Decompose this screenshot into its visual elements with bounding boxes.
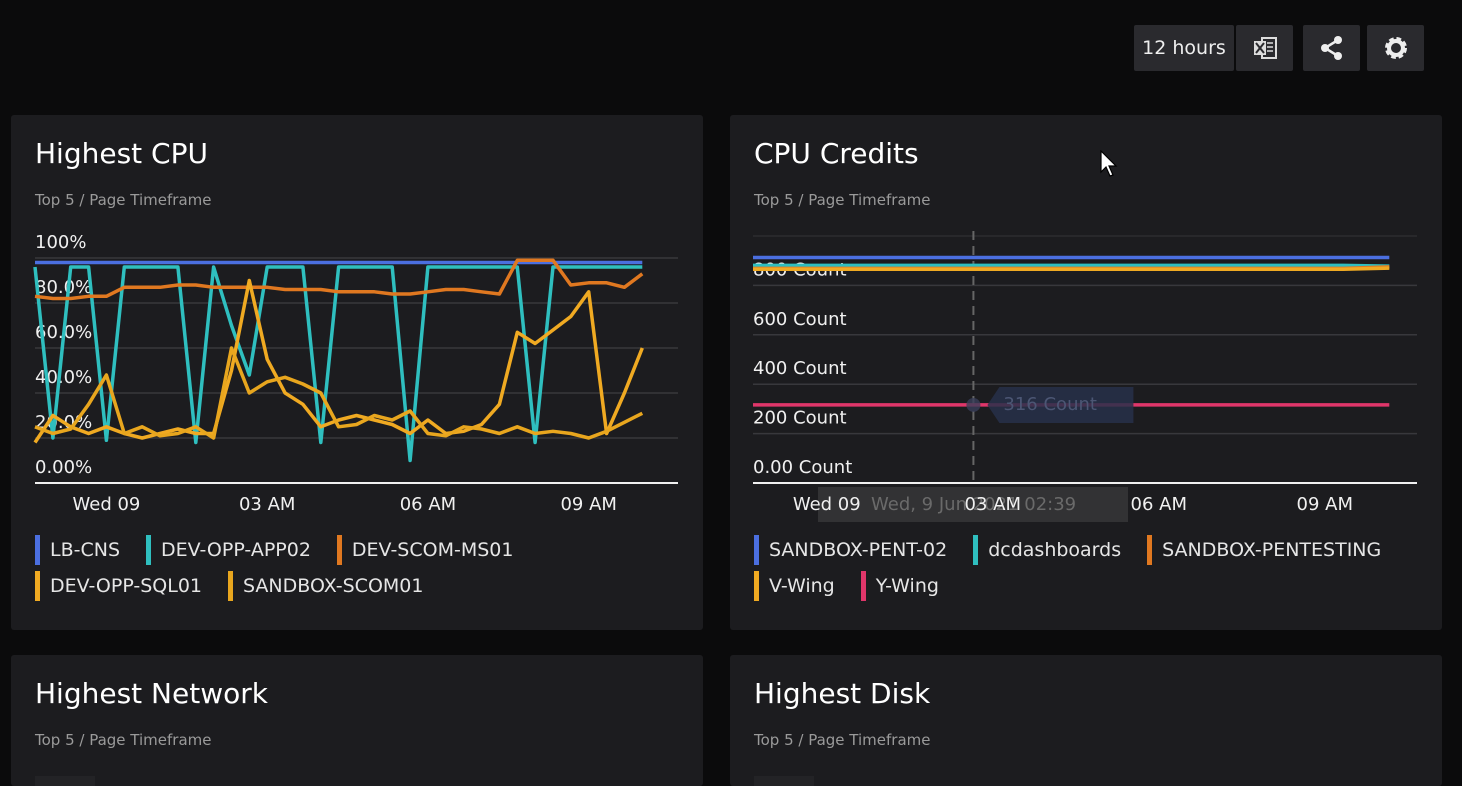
legend-label: SANDBOX-PENT-02: [769, 539, 948, 561]
panel: Highest Disk Top 5 / Page Timeframe: [730, 655, 1442, 786]
legend-swatch: [35, 571, 40, 601]
legend-item: DEV-SCOM-MS01: [336, 535, 514, 565]
panel-title: CPU Credits: [754, 137, 919, 170]
legend-swatch: [228, 571, 233, 601]
legend-swatch: [146, 535, 152, 565]
legend: SANDBOX-PENT-02 dcdashboards SANDBOX-PENTE…: [754, 535, 1414, 601]
panel-title: Highest Disk: [754, 677, 931, 710]
legend-label: dcdashboards: [988, 539, 1122, 561]
y-tick-label: 400 Count: [753, 358, 847, 379]
panel-subtitle: Top 5 / Page Timeframe: [754, 191, 931, 209]
legend-swatch: [754, 535, 759, 565]
legend-swatch: [336, 535, 342, 565]
y-tick-label: 200 Count: [753, 408, 847, 429]
settings-icon: [1384, 37, 1407, 59]
panel-subtitle: Top 5 / Page Timeframe: [35, 191, 212, 209]
legend-label: DEV-OPP-SQL01: [50, 575, 202, 597]
legend-label: DEV-OPP-APP02: [161, 539, 311, 561]
excel-button[interactable]: [1236, 25, 1293, 71]
plot-stub: [754, 776, 814, 786]
share-icon: [1320, 36, 1342, 60]
plot-stub: [35, 776, 95, 786]
legend-label: Y-Wing: [875, 575, 939, 597]
x-tick-label: 06 AM: [400, 494, 456, 515]
y-tick-label: 100%: [35, 232, 86, 253]
timeframe-label: 12 hours: [1142, 37, 1226, 59]
series-line: [33, 278, 644, 444]
legend-label: SANDBOX-PENTESTING: [1162, 539, 1382, 561]
panel-subtitle: Top 5 / Page Timeframe: [754, 731, 931, 749]
x-tick-label: Wed 09: [793, 494, 861, 515]
mouse-cursor: [1100, 150, 1118, 177]
legend-label: LB-CNS: [50, 539, 121, 561]
legend-item: SANDBOX-SCOM01: [228, 571, 423, 601]
x-tick-label: 03 AM: [965, 494, 1021, 515]
legend-item: LB-CNS: [35, 535, 120, 565]
x-tick-label: 03 AM: [239, 494, 295, 515]
legend-item: SANDBOX-PENTESTING: [1147, 535, 1381, 565]
legend-label: SANDBOX-SCOM01: [243, 575, 424, 597]
legend-label: DEV-SCOM-MS01: [351, 539, 514, 561]
timeframe-button[interactable]: 12 hours: [1134, 25, 1234, 71]
panel-subtitle: Top 5 / Page Timeframe: [35, 731, 212, 749]
y-tick-label: 40.0%: [35, 367, 92, 388]
legend-item: DEV-OPP-SQL01: [35, 571, 202, 601]
legend-item: SANDBOX-PENT-02: [754, 535, 947, 565]
series-line: [753, 266, 1390, 272]
legend-item: Y-Wing: [860, 571, 939, 601]
excel-icon: [1253, 37, 1277, 59]
legend-swatch: [860, 571, 866, 601]
settings-button[interactable]: [1367, 25, 1424, 71]
panel-title: Highest Network: [35, 677, 268, 710]
series-line: [753, 263, 1390, 268]
y-tick-label: 600 Count: [753, 309, 847, 330]
x-tick-label: 09 AM: [1297, 494, 1353, 515]
x-tick-label: 06 AM: [1131, 494, 1187, 515]
y-tick-label: 0.00%: [35, 457, 92, 478]
legend-item: V-Wing: [754, 571, 835, 601]
legend-item: DEV-OPP-APP02: [146, 535, 311, 565]
legend-swatch: [973, 535, 979, 565]
series-line: [34, 258, 644, 301]
x-tick-label: Wed 09: [73, 494, 141, 515]
y-tick-label: 80.0%: [35, 277, 92, 298]
x-tick-label: 09 AM: [560, 494, 616, 515]
legend-label: V-Wing: [769, 575, 835, 597]
panel: CPU Credits Top 5 / Page Timeframe 0.00 …: [730, 115, 1442, 630]
crosshair-label: Wed, 9 Jun 2021 02:39: [871, 494, 1076, 515]
tooltip-dot: [966, 397, 981, 412]
legend-swatch: [35, 535, 40, 565]
chart: 0.00%20.0%40.0%60.0%80.0%100%Wed 09 03 AM…: [33, 232, 678, 515]
legend: LB-CNS DEV-OPP-APP02 DEV-SCOM-MS01 DEV-OPP-…: [35, 535, 695, 601]
tooltip-box: [987, 386, 1134, 423]
crosshair-label-box: [818, 487, 1128, 522]
panel: Highest Network Top 5 / Page Timeframe: [11, 655, 703, 786]
legend-swatch: [1147, 535, 1153, 565]
panel: Highest CPU Top 5 / Page Timeframe 0.00%…: [11, 115, 703, 630]
series-line: [34, 346, 644, 440]
tooltip-label: 316 Count: [1003, 394, 1097, 415]
legend-item: dcdashboards: [973, 535, 1121, 565]
share-button[interactable]: [1303, 25, 1360, 71]
panel-title: Highest CPU: [35, 137, 208, 170]
series-line: [33, 265, 643, 463]
legend-swatch: [754, 571, 759, 601]
y-tick-label: 0.00 Count: [753, 457, 852, 478]
